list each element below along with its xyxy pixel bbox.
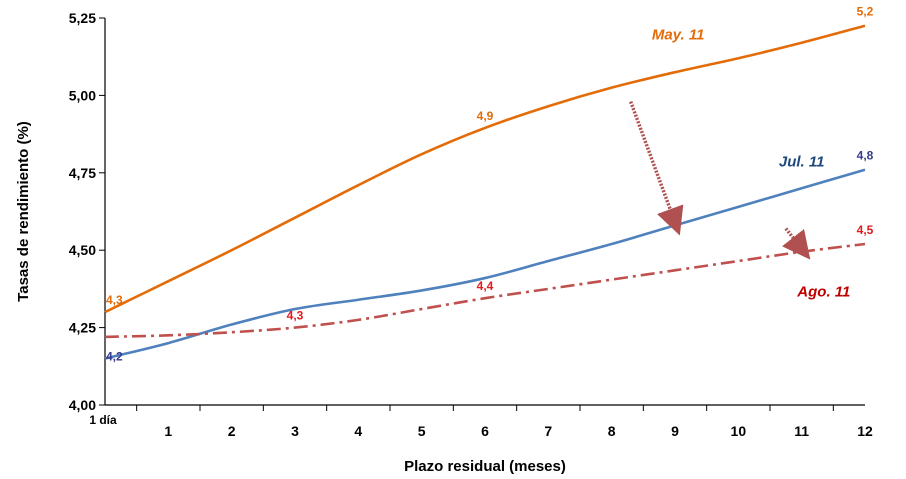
data-label: 4,8 (857, 149, 874, 163)
y-tick-label: 4,50 (69, 242, 96, 258)
shift-arrow (782, 227, 811, 260)
x-axis-title: Plazo residual (meses) (404, 458, 566, 475)
x-tick-label: 2 (228, 423, 236, 439)
data-label: 4,3 (106, 293, 123, 307)
x-tick-label: 7 (544, 423, 552, 439)
x-tick-label: 10 (731, 423, 747, 439)
data-label: 4,5 (857, 223, 874, 237)
series-label: Jul. 11 (779, 154, 825, 171)
y-tick-label: 4,00 (69, 397, 96, 413)
x-tick-label-first: 1 día (89, 413, 117, 427)
y-tick-label: 5,25 (69, 10, 96, 26)
x-tick-label: 6 (481, 423, 489, 439)
x-tick-label: 11 (794, 423, 809, 439)
series-lines (104, 24, 866, 360)
data-label: 4,3 (287, 309, 304, 323)
x-tick-label: 3 (291, 423, 299, 439)
y-axis-ticks: 4,00 4,25 4,50 4,75 5,00 5,25 (69, 10, 105, 413)
data-label: 4,2 (106, 350, 123, 364)
shift-arrows (629, 100, 811, 260)
shift-arrow (629, 100, 684, 236)
y-tick-label: 4,75 (69, 165, 96, 181)
x-tick-label: 12 (857, 423, 873, 439)
x-tick-label: 1 (164, 423, 172, 439)
series-line-ago-11 (104, 242, 866, 339)
x-tick-label: 5 (418, 423, 426, 439)
series-line-may-11 (104, 24, 866, 314)
x-tick-label: 8 (608, 423, 616, 439)
x-tick-label: 9 (671, 423, 679, 439)
data-label: 5,2 (857, 5, 874, 19)
x-tick-label: 4 (354, 423, 362, 439)
y-tick-label: 5,00 (69, 87, 96, 103)
data-labels: 4,3 4,9 5,2 4,2 4,8 4,3 4,4 4,5 (106, 5, 874, 364)
y-tick-label: 4,25 (69, 320, 96, 336)
data-label: 4,4 (477, 279, 494, 293)
axes (104, 18, 865, 406)
series-line-jul-11 (104, 168, 866, 360)
data-label: 4,9 (477, 109, 494, 123)
series-label: May. 11 (652, 27, 705, 44)
series-labels: May. 11 Jul. 11 Ago. 11 (652, 27, 850, 301)
y-axis-title: Tasas de rendimiento (%) (15, 121, 32, 302)
series-label: Ago. 11 (796, 284, 850, 301)
